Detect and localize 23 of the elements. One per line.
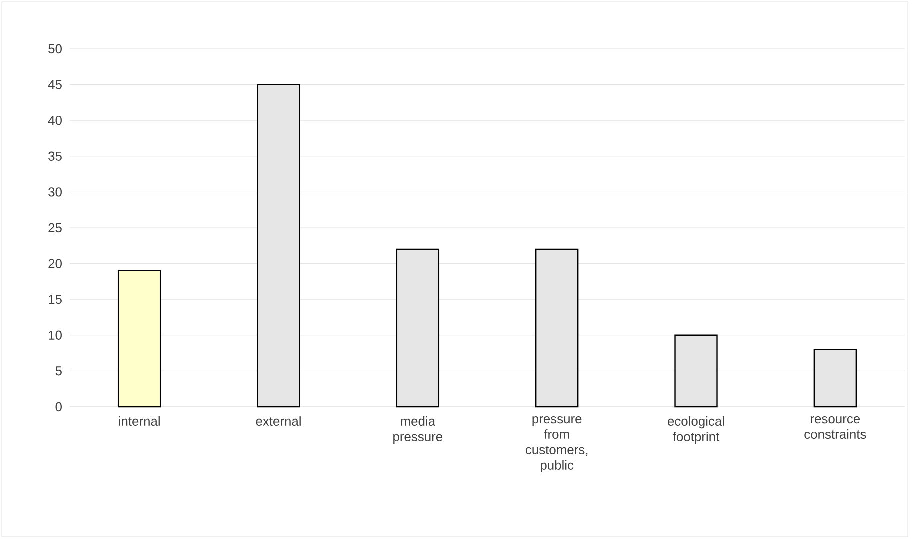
- y-tick-label: 10: [49, 330, 62, 340]
- y-tick-label: 25: [48, 223, 62, 233]
- y-tick-label: 50: [48, 44, 62, 54]
- bar: [118, 270, 162, 408]
- x-tick-label: internal: [119, 416, 160, 426]
- y-tick-label: 20: [48, 259, 62, 268]
- y-tick-label: 40: [48, 116, 62, 126]
- x-tick-label: resource constraints: [804, 416, 866, 440]
- bar: [257, 84, 300, 408]
- bar: [535, 248, 579, 408]
- x-tick-label: media pressure: [394, 416, 443, 444]
- x-tick-label: pressure from customers, public: [526, 416, 588, 472]
- x-tick-label: external: [256, 416, 301, 426]
- bar: [674, 334, 718, 408]
- bar: [396, 248, 440, 408]
- bar: [814, 349, 858, 408]
- x-tick-label: ecological footprint: [668, 416, 724, 444]
- y-tick-label: 45: [48, 80, 62, 90]
- y-tick-label: 15: [49, 295, 62, 304]
- y-tick-label: 5: [56, 366, 62, 376]
- y-tick-label: 30: [48, 188, 62, 197]
- y-tick-label: 35: [48, 152, 62, 161]
- y-tick-label: 0: [56, 402, 62, 412]
